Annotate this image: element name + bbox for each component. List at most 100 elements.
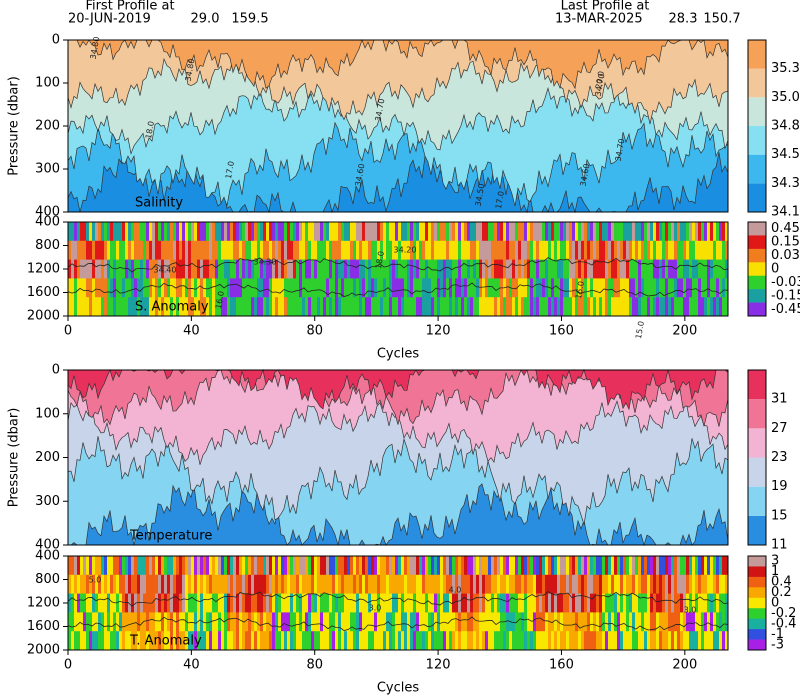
anomaly-cell — [410, 631, 414, 651]
anomaly-cell — [350, 222, 354, 242]
anomaly-cell — [707, 222, 711, 242]
colorbar-label: -0.45 — [771, 302, 800, 317]
anomaly-cell — [308, 278, 312, 298]
anomaly-cell — [470, 240, 474, 261]
anomaly-cell — [644, 593, 648, 613]
anomaly-cell — [413, 259, 417, 279]
anomaly-cell — [314, 612, 318, 632]
anomaly-cell — [473, 259, 477, 279]
anomaly-cell — [653, 612, 657, 632]
anomaly-cell — [686, 593, 690, 613]
anomaly-cell — [482, 593, 486, 613]
anomaly-cell — [527, 297, 531, 317]
anomaly-cell — [326, 574, 330, 595]
anomaly-cell — [416, 556, 420, 576]
anomaly-cell — [332, 574, 336, 595]
anomaly-cell — [353, 278, 357, 298]
anomaly-cell — [494, 259, 498, 279]
anomaly-cell — [173, 556, 177, 576]
anomaly-cell — [230, 297, 234, 317]
anomaly-cell — [521, 612, 525, 632]
anomaly-cell — [668, 593, 672, 613]
anomaly-cell — [485, 240, 489, 261]
anomaly-cell — [137, 556, 141, 576]
anomaly-cell — [611, 222, 615, 242]
anomaly-cell — [623, 612, 627, 632]
anomaly-cell — [227, 631, 231, 651]
anomaly-cell — [563, 222, 567, 242]
anomaly-cell — [536, 556, 540, 576]
anomaly-cell — [206, 297, 210, 317]
anomaly-cell — [131, 612, 135, 632]
anomaly-cell — [515, 593, 519, 613]
anomaly-cell — [359, 593, 363, 613]
anomaly-cell — [248, 259, 252, 279]
anomaly-cell — [230, 612, 234, 632]
anomaly-cell — [716, 556, 720, 576]
anomaly-cell — [653, 240, 657, 261]
anomaly-cell — [605, 556, 609, 576]
anomaly-cell — [302, 222, 306, 242]
anomaly-cell — [221, 631, 225, 651]
anomaly-cell — [161, 222, 165, 242]
anomaly-cell — [473, 556, 477, 576]
anomaly-cell — [551, 222, 555, 242]
contour-label: 34.70 — [594, 73, 607, 97]
anomaly-cell — [239, 278, 243, 298]
anomaly-cell — [608, 612, 612, 632]
anomaly-cell — [641, 222, 645, 242]
anomaly-cell — [584, 240, 588, 261]
anomaly-cell — [698, 574, 702, 595]
anomaly-cell — [332, 631, 336, 651]
anomaly-cell — [320, 278, 324, 298]
anomaly-cell — [476, 278, 480, 298]
anomaly-cell — [326, 612, 330, 632]
anomaly-cell — [401, 612, 405, 632]
colorbar-label: 0.03 — [771, 248, 800, 263]
anomaly-cell — [632, 631, 636, 651]
anomaly-cell — [248, 278, 252, 298]
anomaly-cell — [368, 259, 372, 279]
anomaly-cell — [398, 297, 402, 317]
anomaly-cell — [497, 297, 501, 317]
field-band — [68, 370, 728, 427]
colorbar: 34.134.3434.5834.8235.0635.3 — [747, 39, 800, 220]
anomaly-cell — [359, 574, 363, 595]
colorbar-frame — [747, 555, 767, 651]
anomaly-cell — [194, 297, 198, 317]
anomaly-cell — [671, 278, 675, 298]
anomaly-cell — [446, 222, 450, 242]
anomaly-cell — [539, 612, 543, 632]
anomaly-cell — [392, 297, 396, 317]
anomaly-cell — [389, 612, 393, 632]
anomaly-cell — [188, 278, 192, 298]
anomaly-cell — [665, 240, 669, 261]
colorbar-label: 27 — [771, 421, 788, 436]
anomaly-cell — [155, 556, 159, 576]
anomaly-cell — [635, 240, 639, 261]
anomaly-cell — [452, 259, 456, 279]
anomaly-cell — [137, 240, 141, 261]
anomaly-cell — [116, 240, 120, 261]
anomaly-cell — [554, 574, 558, 595]
anomaly-cell — [719, 593, 723, 613]
anomaly-cell — [326, 240, 330, 261]
anomaly-cell — [368, 574, 372, 595]
anomaly-cell — [554, 631, 558, 651]
anomaly-cell — [203, 631, 207, 651]
anomaly-cell — [464, 240, 468, 261]
anomaly-cell — [713, 593, 717, 613]
anomaly-cell — [446, 297, 450, 317]
anomaly-cell — [218, 240, 222, 261]
anomaly-cell — [455, 612, 459, 632]
anomaly-cell — [170, 593, 174, 613]
anomaly-cell — [332, 259, 336, 279]
anomaly-cell — [629, 259, 633, 279]
anomaly-cell — [488, 574, 492, 595]
anomaly-cell — [347, 278, 351, 298]
anomaly-cell — [440, 222, 444, 242]
anomaly-cell — [686, 574, 690, 595]
anomaly-cell — [608, 574, 612, 595]
anomaly-cell — [461, 297, 465, 317]
